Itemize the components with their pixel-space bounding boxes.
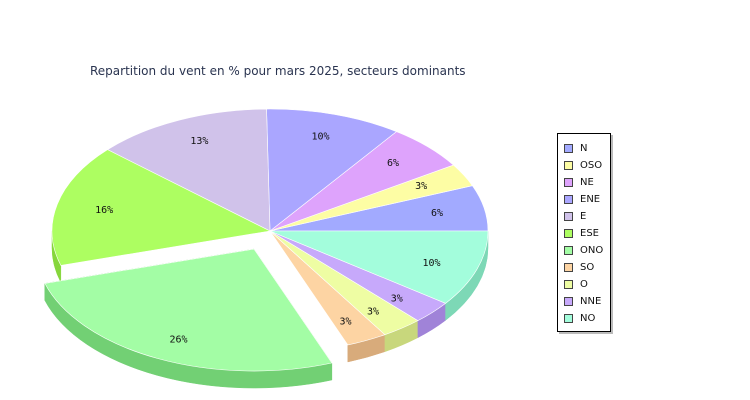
legend-item-ono: ONO	[564, 243, 603, 257]
slice-label-so: 3%	[339, 317, 351, 328]
legend-label: ENE	[580, 193, 601, 205]
slice-no	[269, 230, 489, 304]
slice-label-o: 3%	[367, 307, 379, 318]
legend-swatch	[564, 245, 573, 255]
legend-swatch	[564, 262, 573, 272]
legend-item-e: E	[564, 209, 586, 223]
legend-item-ne: NE	[564, 175, 594, 189]
legend-item-nne: NNE	[564, 294, 601, 308]
slice-label-no: 10%	[423, 258, 441, 269]
slice-label-oso: 3%	[415, 181, 427, 192]
legend: N OSO NE ENE E ESE ONO SO O NNE NO	[557, 133, 611, 332]
slice-label-ene: 10%	[311, 131, 329, 142]
legend-item-n: N	[564, 141, 587, 155]
slice-ene	[266, 108, 398, 232]
legend-label: OSO	[580, 159, 603, 171]
legend-label: N	[580, 142, 588, 154]
legend-swatch	[564, 296, 573, 306]
legend-swatch	[564, 228, 573, 238]
legend-item-so: SO	[564, 260, 594, 274]
legend-label: ONO	[580, 244, 604, 256]
legend-item-o: O	[564, 277, 588, 291]
slice-ono	[44, 248, 333, 372]
legend-label: E	[580, 210, 587, 222]
slice-label-ese: 16%	[95, 205, 113, 216]
legend-label: SO	[580, 261, 595, 273]
legend-swatch	[564, 177, 573, 187]
slice-label-nne: 3%	[391, 294, 403, 305]
legend-item-oso: OSO	[564, 158, 602, 172]
slice-ese	[51, 149, 271, 266]
legend-swatch	[564, 143, 573, 153]
legend-swatch	[564, 211, 573, 221]
legend-item-ese: ESE	[564, 226, 599, 240]
legend-swatch	[564, 279, 573, 289]
legend-swatch	[564, 194, 573, 204]
chart-title: Repartition du vent en % pour mars 2025,…	[90, 64, 466, 78]
slice-e	[106, 108, 271, 232]
legend-swatch	[564, 313, 573, 323]
legend-label: NE	[580, 176, 594, 188]
legend-label: O	[580, 278, 588, 290]
legend-label: NO	[580, 312, 596, 324]
legend-label: ESE	[580, 227, 599, 239]
legend-swatch	[564, 160, 573, 170]
legend-label: NNE	[580, 295, 602, 307]
slice-label-ono: 26%	[169, 335, 187, 346]
slice-label-e: 13%	[190, 136, 208, 147]
slice-label-n: 6%	[431, 208, 443, 219]
slice-label-ne: 6%	[387, 158, 399, 169]
legend-item-no: NO	[564, 311, 595, 325]
legend-item-ene: ENE	[564, 192, 600, 206]
